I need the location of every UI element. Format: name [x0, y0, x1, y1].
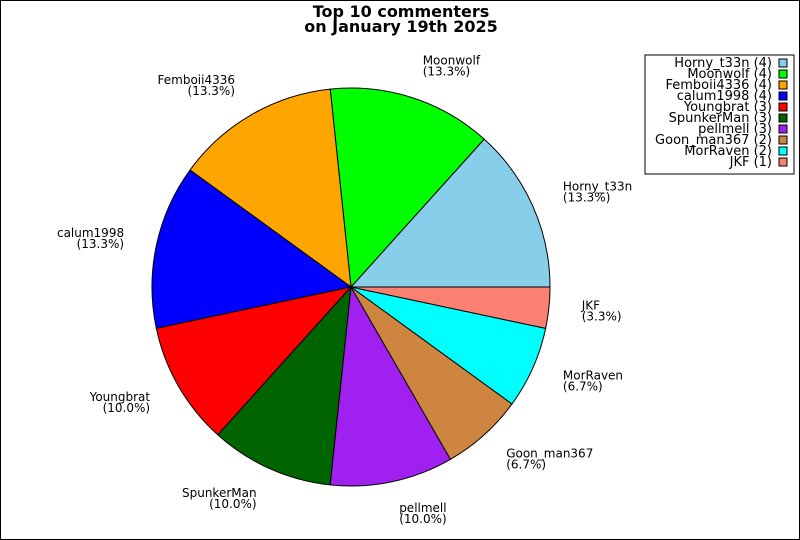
- slice-label-goon-man367: Goon_man367: [506, 446, 593, 460]
- slice-label-spunkerman: SpunkerMan: [182, 486, 257, 500]
- slice-label-pellmell: pellmell: [399, 501, 446, 515]
- legend-swatch-morraven: [778, 146, 788, 156]
- legend: Horny_t33n (4)Moonwolf (4)Femboii4336 (4…: [644, 54, 795, 175]
- slice-percent-morraven: (6.7%): [563, 379, 603, 393]
- pie-slice-horny-t33n: [349, 138, 551, 288]
- slice-label-horny-t33n: Horny_t33n: [563, 180, 632, 194]
- slice-percent-horny-t33n: (13.3%): [563, 191, 610, 205]
- legend-label-youngbrat: Youngbrat (3): [683, 100, 772, 115]
- slice-percent-spunkerman: (10.0%): [209, 497, 256, 511]
- pie-labels: Horny_t33n(13.3%)Moonwolf(13.3%)Femboii4…: [57, 53, 632, 526]
- legend-label-morraven: MorRaven (2): [684, 144, 772, 159]
- pie-slice-jkf: [350, 286, 551, 329]
- slice-label-calum1998: calum1998: [57, 226, 124, 240]
- slice-percent-pellmell: (10.0%): [399, 512, 446, 526]
- legend-box: [644, 54, 795, 175]
- slice-label-moonwolf: Moonwolf: [423, 53, 481, 67]
- legend-label-jkf: JKF (1): [729, 155, 772, 170]
- legend-swatch-horny-t33n: [778, 58, 788, 68]
- legend-label-femboii4336: Femboii4336 (4): [666, 78, 773, 93]
- slice-percent-jkf: (3.3%): [582, 309, 622, 323]
- legend-swatch-spunkerman: [778, 113, 788, 123]
- chart-title-line-1: Top 10 commenters: [313, 2, 490, 21]
- legend-label-moonwolf: Moonwolf (4): [687, 67, 772, 82]
- slice-label-femboii4336: Femboii4336: [158, 73, 235, 87]
- legend-label-goon-man367: Goon_man367 (2): [655, 133, 772, 148]
- pie-slice-femboii4336: [189, 88, 352, 289]
- pie-slice-youngbrat: [155, 286, 353, 436]
- legend-swatch-moonwolf: [778, 69, 788, 79]
- slice-label-jkf: JKF: [581, 298, 600, 312]
- pie-slices: [151, 87, 551, 487]
- slice-percent-youngbrat: (10.0%): [103, 401, 150, 415]
- legend-swatch-pellmell: [778, 124, 788, 134]
- pie-slice-calum1998: [151, 169, 353, 329]
- legend-label-horny-t33n: Horny_t33n (4): [674, 56, 772, 71]
- legend-swatch-goon-man367: [778, 135, 788, 145]
- slice-percent-goon-man367: (6.7%): [506, 457, 546, 471]
- legend-swatch-calum1998: [778, 91, 788, 101]
- slice-label-morraven: MorRaven: [563, 368, 623, 382]
- slice-percent-moonwolf: (13.3%): [423, 64, 470, 78]
- slice-label-youngbrat: Youngbrat: [89, 390, 151, 404]
- legend-label-calum1998: calum1998 (4): [677, 89, 772, 104]
- legend-label-spunkerman: SpunkerMan (3): [669, 111, 772, 126]
- legend-swatch-youngbrat: [778, 102, 788, 112]
- legend-label-pellmell: pellmell (3): [698, 122, 772, 137]
- chart-title-line-2: on January 19th 2025: [304, 17, 498, 36]
- legend-swatch-jkf: [778, 157, 788, 167]
- pie-slice-moonwolf: [329, 87, 485, 289]
- pie-slice-spunkerman: [217, 285, 352, 486]
- slice-percent-femboii4336: (13.3%): [188, 84, 235, 98]
- pie-slice-pellmell: [329, 285, 452, 487]
- slice-percent-calum1998: (13.3%): [77, 237, 124, 251]
- legend-swatch-femboii4336: [778, 80, 788, 90]
